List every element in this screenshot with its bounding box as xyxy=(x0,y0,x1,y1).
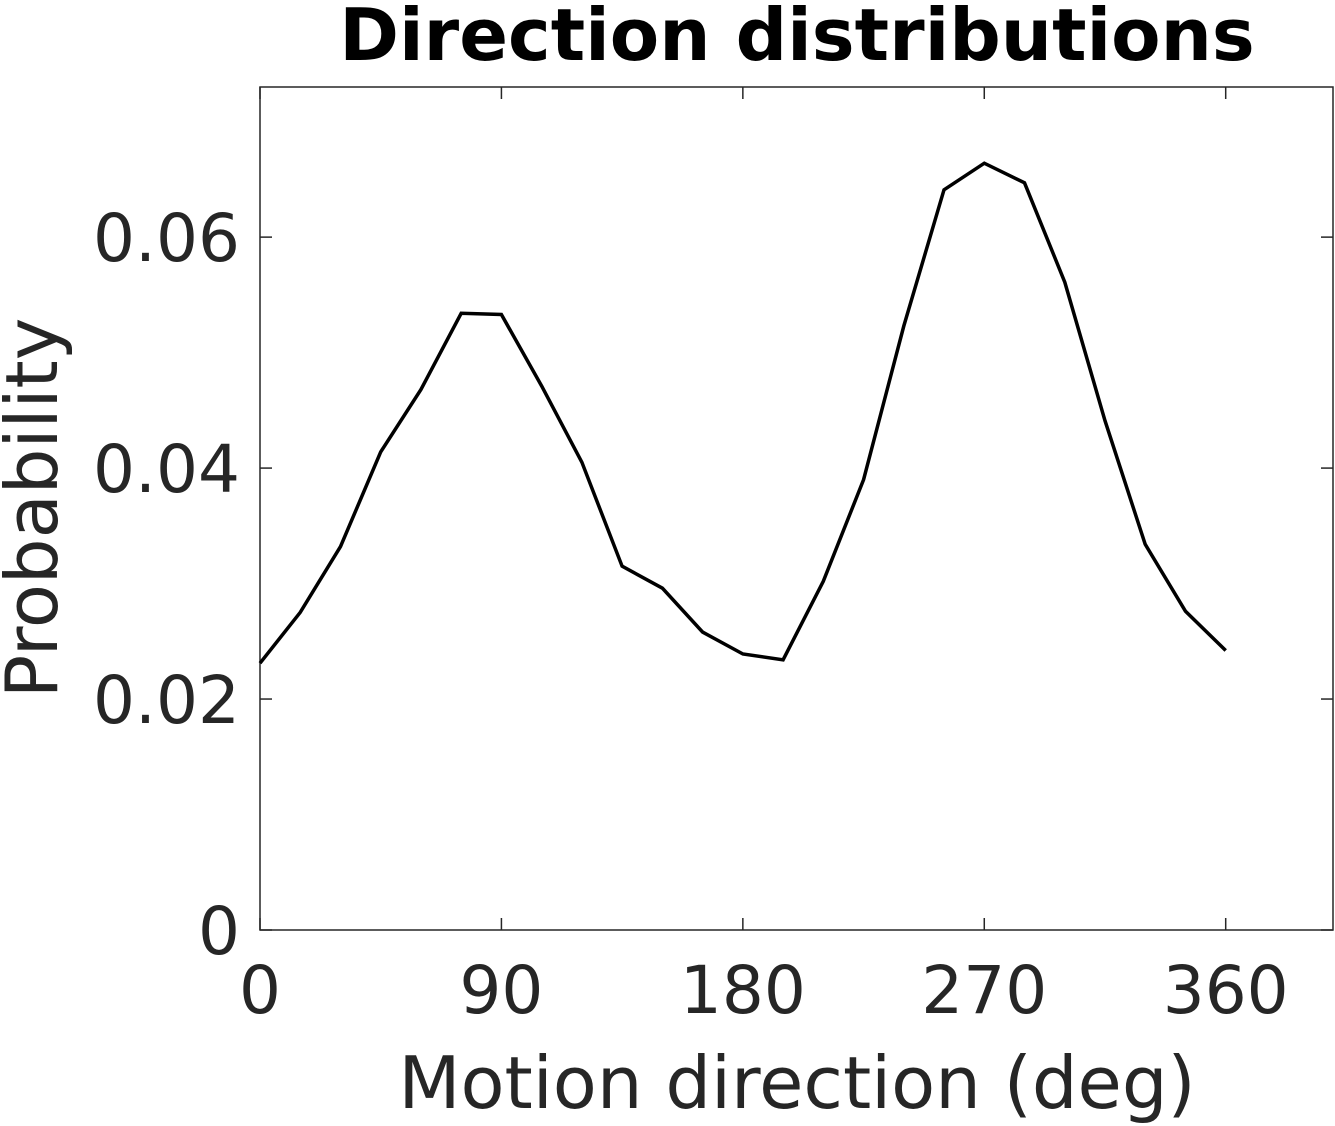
y-tick-label: 0.06 xyxy=(93,200,240,277)
plot-area xyxy=(259,86,1334,931)
x-tick-label: 270 xyxy=(921,952,1047,1029)
tick-marks xyxy=(259,87,1333,931)
y-tick-label: 0.02 xyxy=(93,662,240,739)
y-tick-labels: 0 0.02 0.04 0.06 xyxy=(93,200,240,970)
x-tick-label: 0 xyxy=(239,952,281,1029)
x-tick-label: 180 xyxy=(680,952,806,1029)
chart-title: Direction distributions xyxy=(339,0,1255,77)
series-line xyxy=(258,161,1227,665)
x-tick-label: 90 xyxy=(459,952,543,1029)
x-tick-label: 360 xyxy=(1163,952,1289,1029)
y-tick-label: 0 xyxy=(198,893,240,970)
y-tick-label: 0.04 xyxy=(93,431,240,508)
x-tick-labels: 0 90 180 270 360 xyxy=(239,952,1289,1029)
y-axis-label: Probability xyxy=(0,318,74,699)
x-axis-label: Motion direction (deg) xyxy=(398,1041,1195,1125)
